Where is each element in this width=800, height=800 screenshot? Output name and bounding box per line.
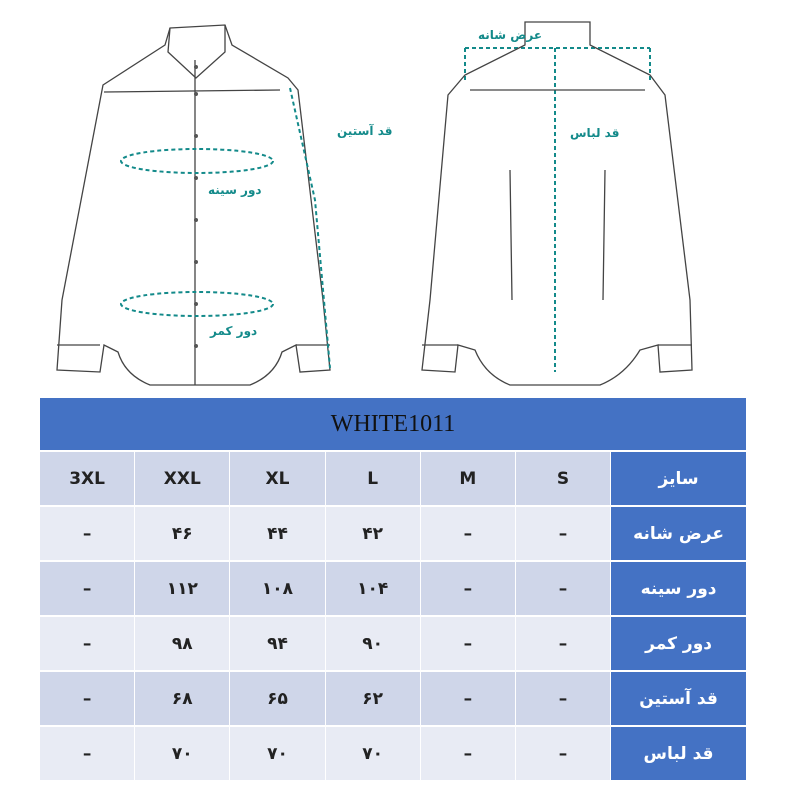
chest-label: دور سینه xyxy=(208,183,262,197)
value-cell: – xyxy=(515,507,612,560)
row-header: دور کمر xyxy=(611,617,746,670)
value-cell: – xyxy=(40,507,136,560)
buttons xyxy=(194,65,198,348)
table-row: –۹۸ ۹۴ ۹۰– – دور کمر xyxy=(40,615,746,670)
row-header: سایز xyxy=(611,452,746,505)
value-cell: ۹۴ xyxy=(230,617,326,670)
value-cell: – xyxy=(420,672,516,725)
table-row: –۱۱۲ ۱۰۸ ۱۰۴– – دور سینه xyxy=(40,560,746,615)
size-cell: S xyxy=(515,452,612,505)
value-cell: ۷۰ xyxy=(230,727,326,780)
row-header: قد لباس xyxy=(611,727,746,780)
value-cell: ۴۶ xyxy=(135,507,231,560)
row-header: دور سینه xyxy=(611,562,746,615)
value-cell: – xyxy=(40,727,136,780)
value-cell: – xyxy=(40,562,136,615)
value-cell: – xyxy=(420,507,516,560)
size-cell: L xyxy=(325,452,421,505)
garment-length-label: قد لباس xyxy=(570,126,620,140)
size-cell: XXL xyxy=(135,452,231,505)
table-row: –۴۶ ۴۴ ۴۲– – عرض شانه xyxy=(40,505,746,560)
value-cell: – xyxy=(515,562,612,615)
table-row: –۷۰ ۷۰ ۷۰– – قد لباس xyxy=(40,725,746,780)
value-cell: – xyxy=(40,672,136,725)
measure-lines xyxy=(120,47,651,372)
size-cell: XL xyxy=(230,452,326,505)
value-cell: ۶۲ xyxy=(325,672,421,725)
value-cell: – xyxy=(515,672,612,725)
value-cell: – xyxy=(420,562,516,615)
value-cell: ۹۸ xyxy=(135,617,231,670)
value-cell: – xyxy=(40,617,136,670)
shirt-front-drawing xyxy=(56,24,331,386)
row-header: عرض شانه xyxy=(611,507,746,560)
value-cell: – xyxy=(515,727,612,780)
size-cell: 3XL xyxy=(40,452,136,505)
sleeve-length-label: قد آستین xyxy=(337,124,393,138)
value-cell: – xyxy=(420,617,516,670)
value-cell: ۷۰ xyxy=(325,727,421,780)
shoulder-width-label: عرض شانه xyxy=(478,28,543,42)
shirt-back-drawing xyxy=(421,21,693,386)
value-cell: – xyxy=(420,727,516,780)
size-table: WHITE1011 3XL XXL XL L M S سایز –۴۶ ۴۴ ۴۲–… xyxy=(40,398,746,780)
value-cell: ۷۰ xyxy=(135,727,231,780)
table-title: WHITE1011 xyxy=(40,398,746,450)
waist-label: دور کمر xyxy=(210,324,258,338)
value-cell: ۶۵ xyxy=(230,672,326,725)
size-header-row: 3XL XXL XL L M S سایز xyxy=(40,450,746,505)
row-header: قد آستین xyxy=(611,672,746,725)
shirt-diagram xyxy=(56,21,693,386)
value-cell: ۶۸ xyxy=(135,672,231,725)
value-cell: ۱۰۴ xyxy=(325,562,421,615)
value-cell: ۴۲ xyxy=(325,507,421,560)
value-cell: ۱۱۲ xyxy=(135,562,231,615)
value-cell: – xyxy=(515,617,612,670)
size-cell: M xyxy=(420,452,516,505)
table-row: –۶۸ ۶۵ ۶۲– – قد آستین xyxy=(40,670,746,725)
value-cell: ۱۰۸ xyxy=(230,562,326,615)
value-cell: ۴۴ xyxy=(230,507,326,560)
value-cell: ۹۰ xyxy=(325,617,421,670)
